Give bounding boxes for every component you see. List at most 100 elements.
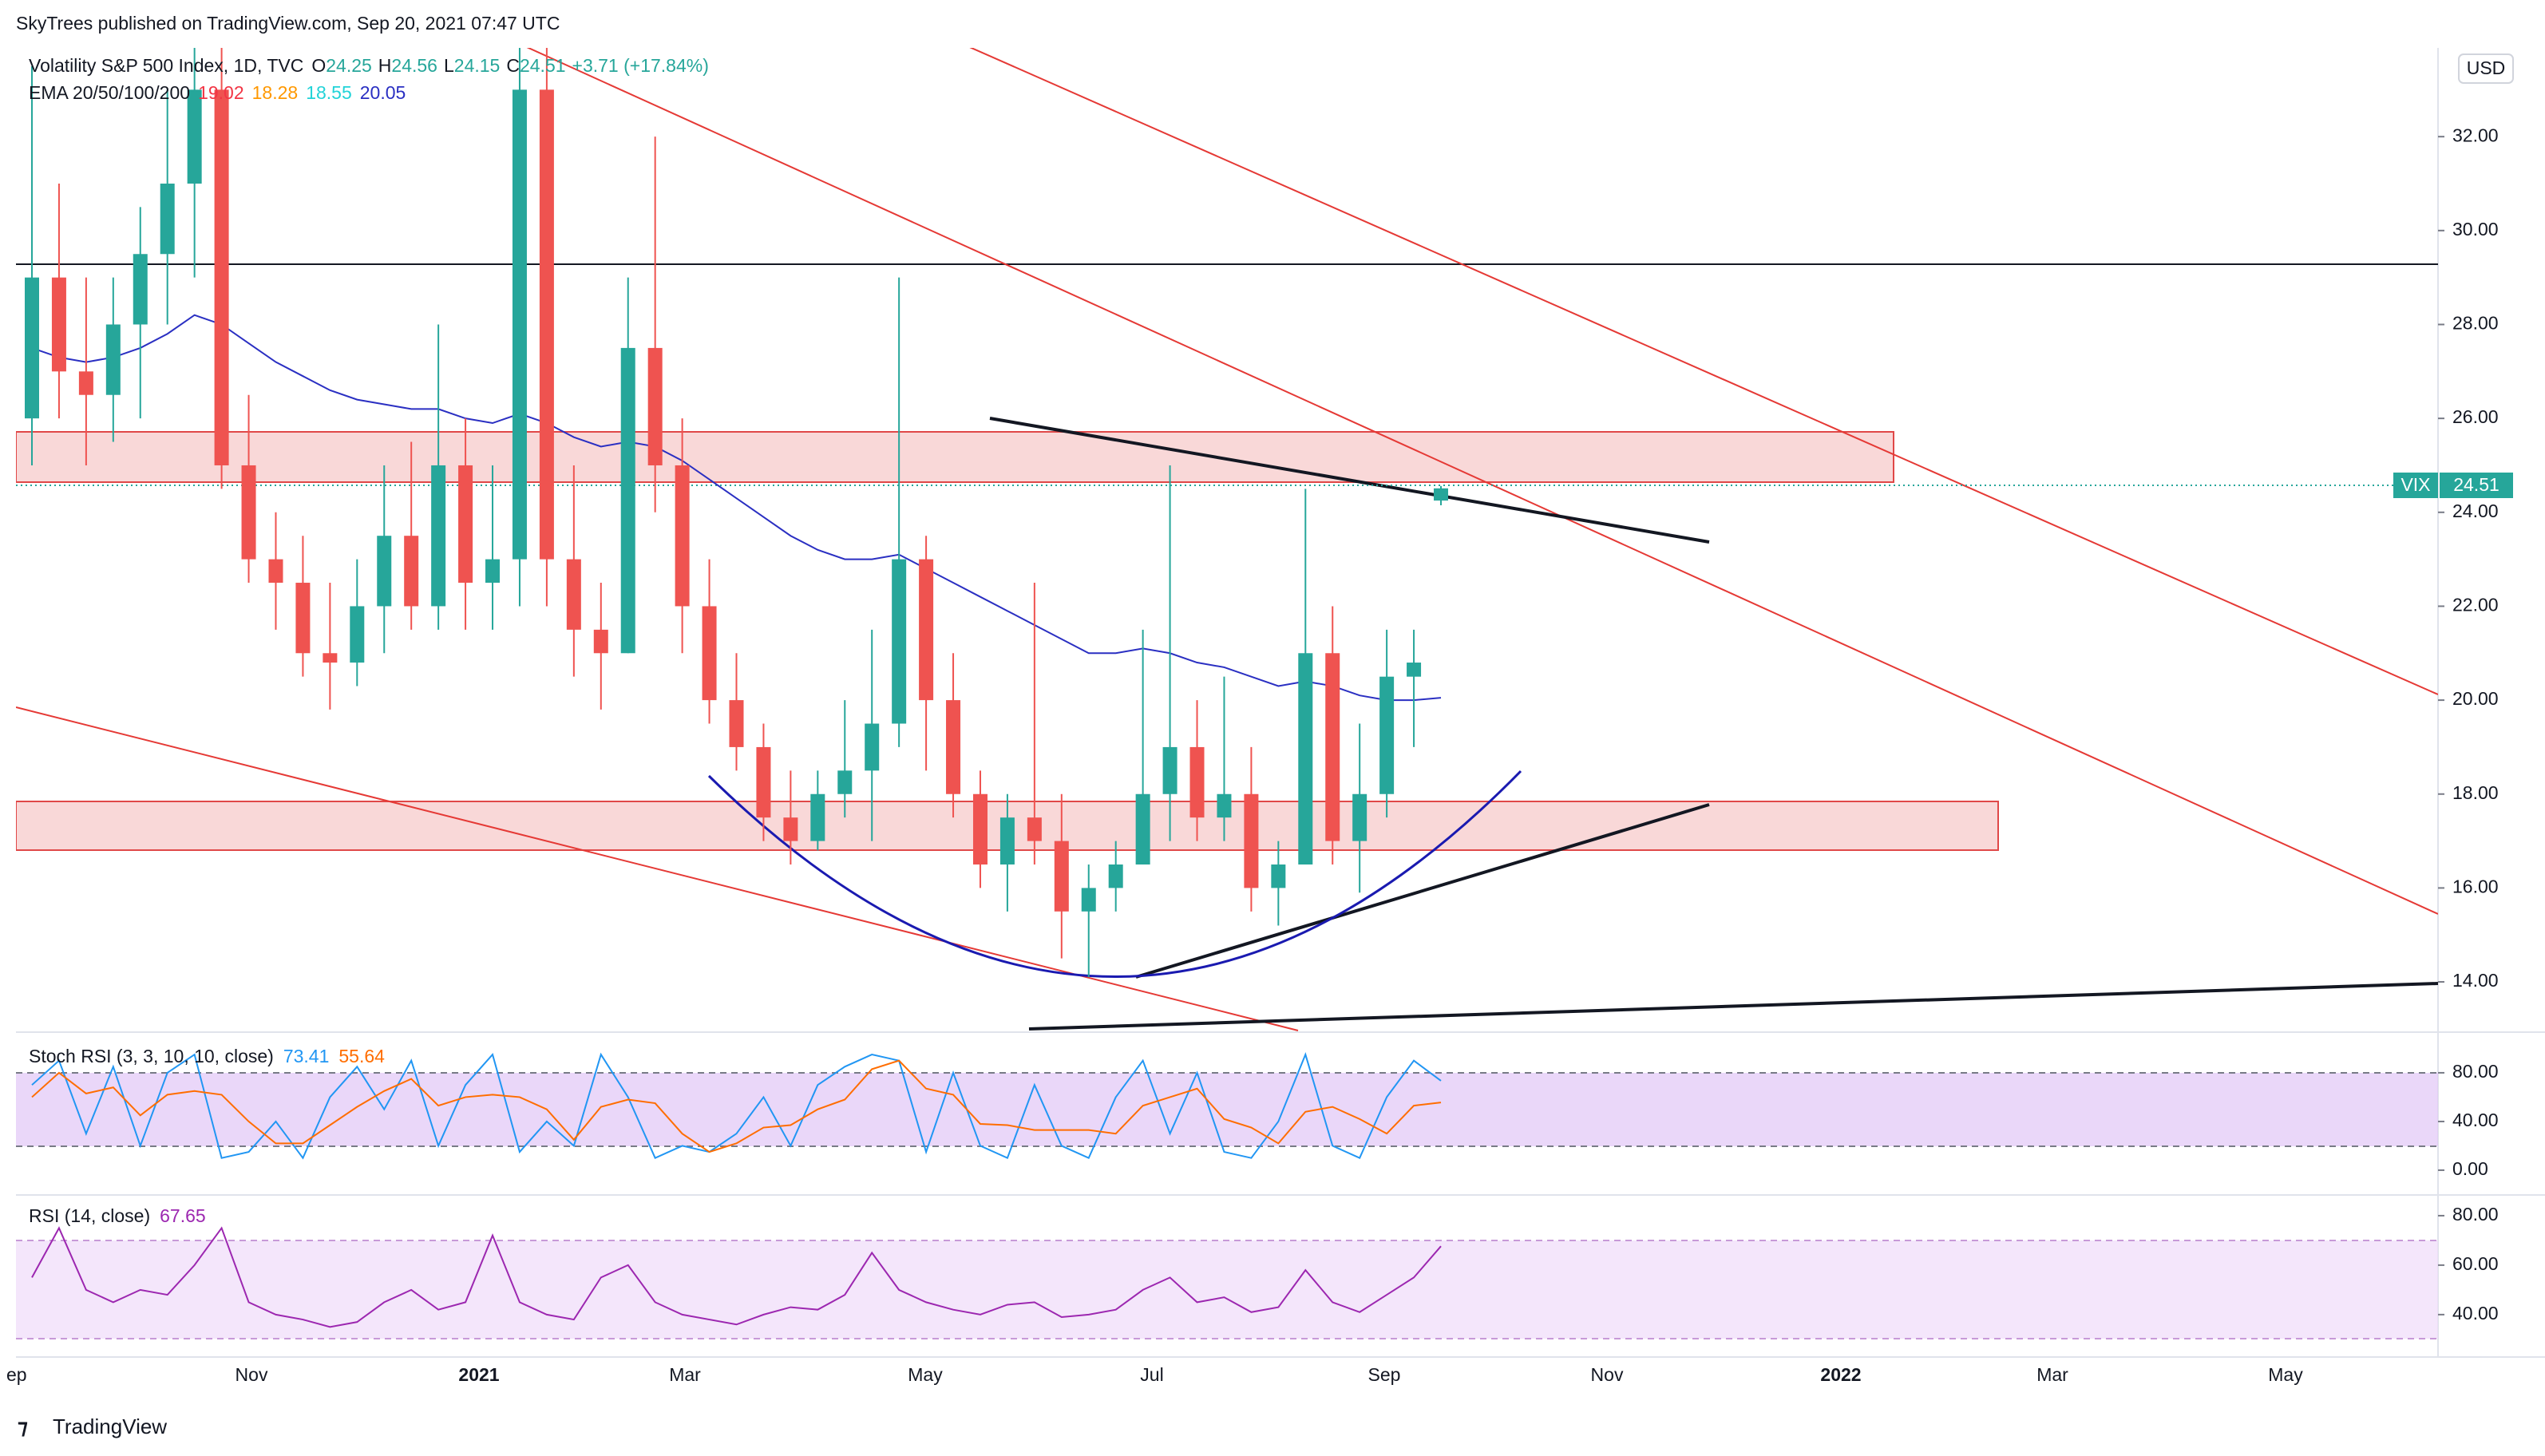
- footer: TradingView: [53, 1414, 167, 1438]
- x-tick-label: ep: [6, 1364, 27, 1385]
- stoch-legend: Stoch RSI (3, 3, 10, 10, close) 73.41 55.6…: [29, 1046, 385, 1066]
- candle-body: [566, 559, 581, 630]
- rsi-legend: RSI (14, close) 67.65: [29, 1205, 206, 1226]
- candle-body: [78, 371, 93, 395]
- rsi-value: 67.65: [160, 1205, 206, 1226]
- candle-body: [485, 559, 501, 584]
- candle-body: [105, 324, 121, 395]
- ema-legend: EMA 20/50/100/200 19.02 18.28 18.55 20.05: [29, 82, 406, 103]
- candle-body: [1217, 793, 1232, 818]
- stoch-d: 55.64: [338, 1046, 385, 1066]
- candle-body: [1081, 888, 1096, 912]
- candle-body: [51, 277, 66, 372]
- y-tick-label: 40.00: [2452, 1110, 2499, 1130]
- channel-line: [526, 48, 2438, 915]
- candle-body: [1054, 841, 1069, 912]
- x-tick-label: May: [908, 1364, 943, 1385]
- rounding-bottom: [707, 770, 1522, 978]
- candle-body: [1407, 663, 1422, 677]
- candle-body: [539, 89, 554, 560]
- candle-body: [647, 347, 663, 465]
- candle-body: [1325, 653, 1340, 841]
- candle-body: [999, 817, 1015, 864]
- symbol-tag: [2393, 473, 2438, 498]
- y-tick-label: 14.00: [2452, 970, 2499, 991]
- candle-body: [783, 817, 798, 841]
- trend-line: [989, 417, 1710, 544]
- candle-body: [1298, 653, 1313, 864]
- last-price: 24.51: [2453, 474, 2499, 495]
- y-tick-label: 24.00: [2452, 500, 2499, 521]
- x-tick-label: Jul: [1140, 1364, 1163, 1385]
- candle-body: [25, 277, 39, 419]
- ohlc: 24.25: [326, 55, 372, 76]
- ohlc: 24.51: [520, 55, 566, 76]
- rsi-title: RSI (14, close): [29, 1205, 150, 1226]
- x-tick-label: Mar: [669, 1364, 701, 1385]
- indicator-line: [31, 1059, 1442, 1153]
- ohlc: 24.15: [454, 55, 501, 76]
- ohlc: 24.56: [391, 55, 437, 76]
- y-tick-label: 0.00: [2452, 1158, 2488, 1179]
- currency[interactable]: USD: [2467, 57, 2506, 78]
- x-tick-label: Mar: [2036, 1364, 2068, 1385]
- candle-body: [187, 89, 202, 184]
- y-tick-label: 40.00: [2452, 1303, 2499, 1323]
- candle-body: [1027, 817, 1042, 841]
- stoch-band: [16, 1073, 2438, 1146]
- ema-title: EMA 20/50/100/200: [29, 82, 190, 103]
- trend-line: [1028, 982, 2438, 1031]
- x-tick-label: 2022: [1820, 1364, 1861, 1385]
- candle-body: [160, 184, 175, 255]
- x-tick-label: Nov: [1591, 1364, 1624, 1385]
- candle-body: [919, 559, 934, 701]
- candle-body: [702, 606, 717, 701]
- stoch-k: 73.41: [283, 1046, 330, 1066]
- channel-line: [16, 706, 1299, 1031]
- candle-body: [512, 89, 527, 560]
- ema-line: [31, 314, 1442, 702]
- candle-body: [593, 629, 608, 654]
- candle-body: [946, 700, 961, 794]
- candle-body: [892, 559, 907, 724]
- candle-body: [133, 254, 148, 325]
- candle-body: [404, 536, 419, 607]
- currency-box[interactable]: [2458, 53, 2514, 84]
- y-tick-label: 16.00: [2452, 876, 2499, 896]
- candle-body: [214, 89, 229, 465]
- ohlc: C: [506, 55, 520, 76]
- footer-logo: ⁊: [18, 1414, 28, 1438]
- indicators: [31, 1052, 1442, 1328]
- candle-body: [729, 700, 744, 747]
- candle-body: [431, 465, 446, 607]
- ohlc: O: [311, 55, 326, 76]
- candle-body: [458, 465, 473, 584]
- change: +3.71 (+17.84%): [572, 55, 709, 76]
- candle-body: [268, 559, 283, 584]
- channel-line: [969, 48, 2438, 695]
- y-tick-label: 22.00: [2452, 595, 2499, 615]
- x-tick-label: May: [2268, 1364, 2303, 1385]
- trend-line: [1135, 803, 1710, 979]
- drawings: [16, 48, 2438, 1031]
- candle-body: [1108, 864, 1123, 888]
- candle-body: [810, 793, 825, 841]
- price-tag: [2440, 473, 2513, 498]
- y-tick-label: 30.00: [2452, 219, 2499, 239]
- rsi-band: [16, 1240, 2438, 1339]
- candle-body: [323, 653, 338, 663]
- candle-body: [1352, 793, 1367, 841]
- candle-body: [972, 793, 988, 864]
- y-tick-label: 80.00: [2452, 1061, 2499, 1082]
- candle-body: [350, 606, 365, 663]
- candle-body: [377, 536, 392, 607]
- candle-body: [1162, 746, 1178, 794]
- x-tick-label: Sep: [1368, 1364, 1401, 1385]
- ema-value: 20.05: [360, 82, 406, 103]
- legend-title: Volatility S&P 500 Index, 1D, TVC O24.25 H…: [29, 55, 709, 76]
- y-tick-label: 60.00: [2452, 1253, 2499, 1274]
- candle-body: [675, 465, 690, 607]
- ema-value: 18.28: [252, 82, 299, 103]
- candle-body: [295, 583, 311, 654]
